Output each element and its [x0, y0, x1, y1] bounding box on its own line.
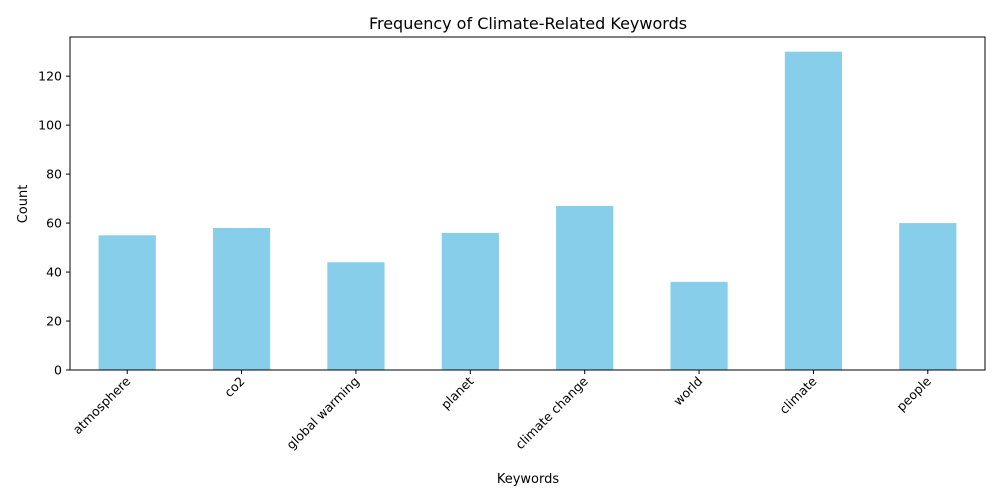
x-tick-label: planet	[438, 373, 477, 412]
bar-atmosphere	[98, 235, 156, 370]
y-tick-label: 80	[46, 167, 62, 182]
plot-area: 0 20 40 60 80 100 120 atmosphere co2 global warmi…	[38, 36, 986, 453]
bar-world	[670, 281, 728, 370]
chart-title: Frequency of Climate-Related Keywords	[369, 14, 687, 33]
x-axis-label: Keywords	[497, 472, 560, 487]
bar-global-warming	[327, 262, 385, 370]
y-tick-label: 0	[54, 363, 62, 378]
x-tick-label: global warming	[283, 374, 362, 453]
y-tick-label: 100	[38, 118, 62, 133]
x-tick-label: climate change	[512, 373, 591, 452]
x-tick-label: world	[670, 374, 705, 409]
y-tick-label: 60	[46, 216, 62, 231]
y-axis-label: Count	[16, 185, 31, 224]
y-tick-label: 20	[46, 314, 62, 329]
bar-people	[899, 223, 957, 370]
y-tick-label: 120	[38, 69, 62, 84]
x-tick-label: people	[893, 373, 934, 414]
plot-frame	[69, 36, 986, 371]
x-tick-label: climate	[776, 373, 820, 417]
bar-climate-change	[556, 205, 614, 370]
bar-co2	[212, 227, 271, 370]
x-tick-label: atmosphere	[70, 373, 134, 437]
y-tick-label: 40	[46, 265, 62, 280]
bar-planet	[441, 232, 499, 370]
bar-climate	[784, 51, 843, 371]
x-tick-label: co2	[221, 374, 248, 401]
